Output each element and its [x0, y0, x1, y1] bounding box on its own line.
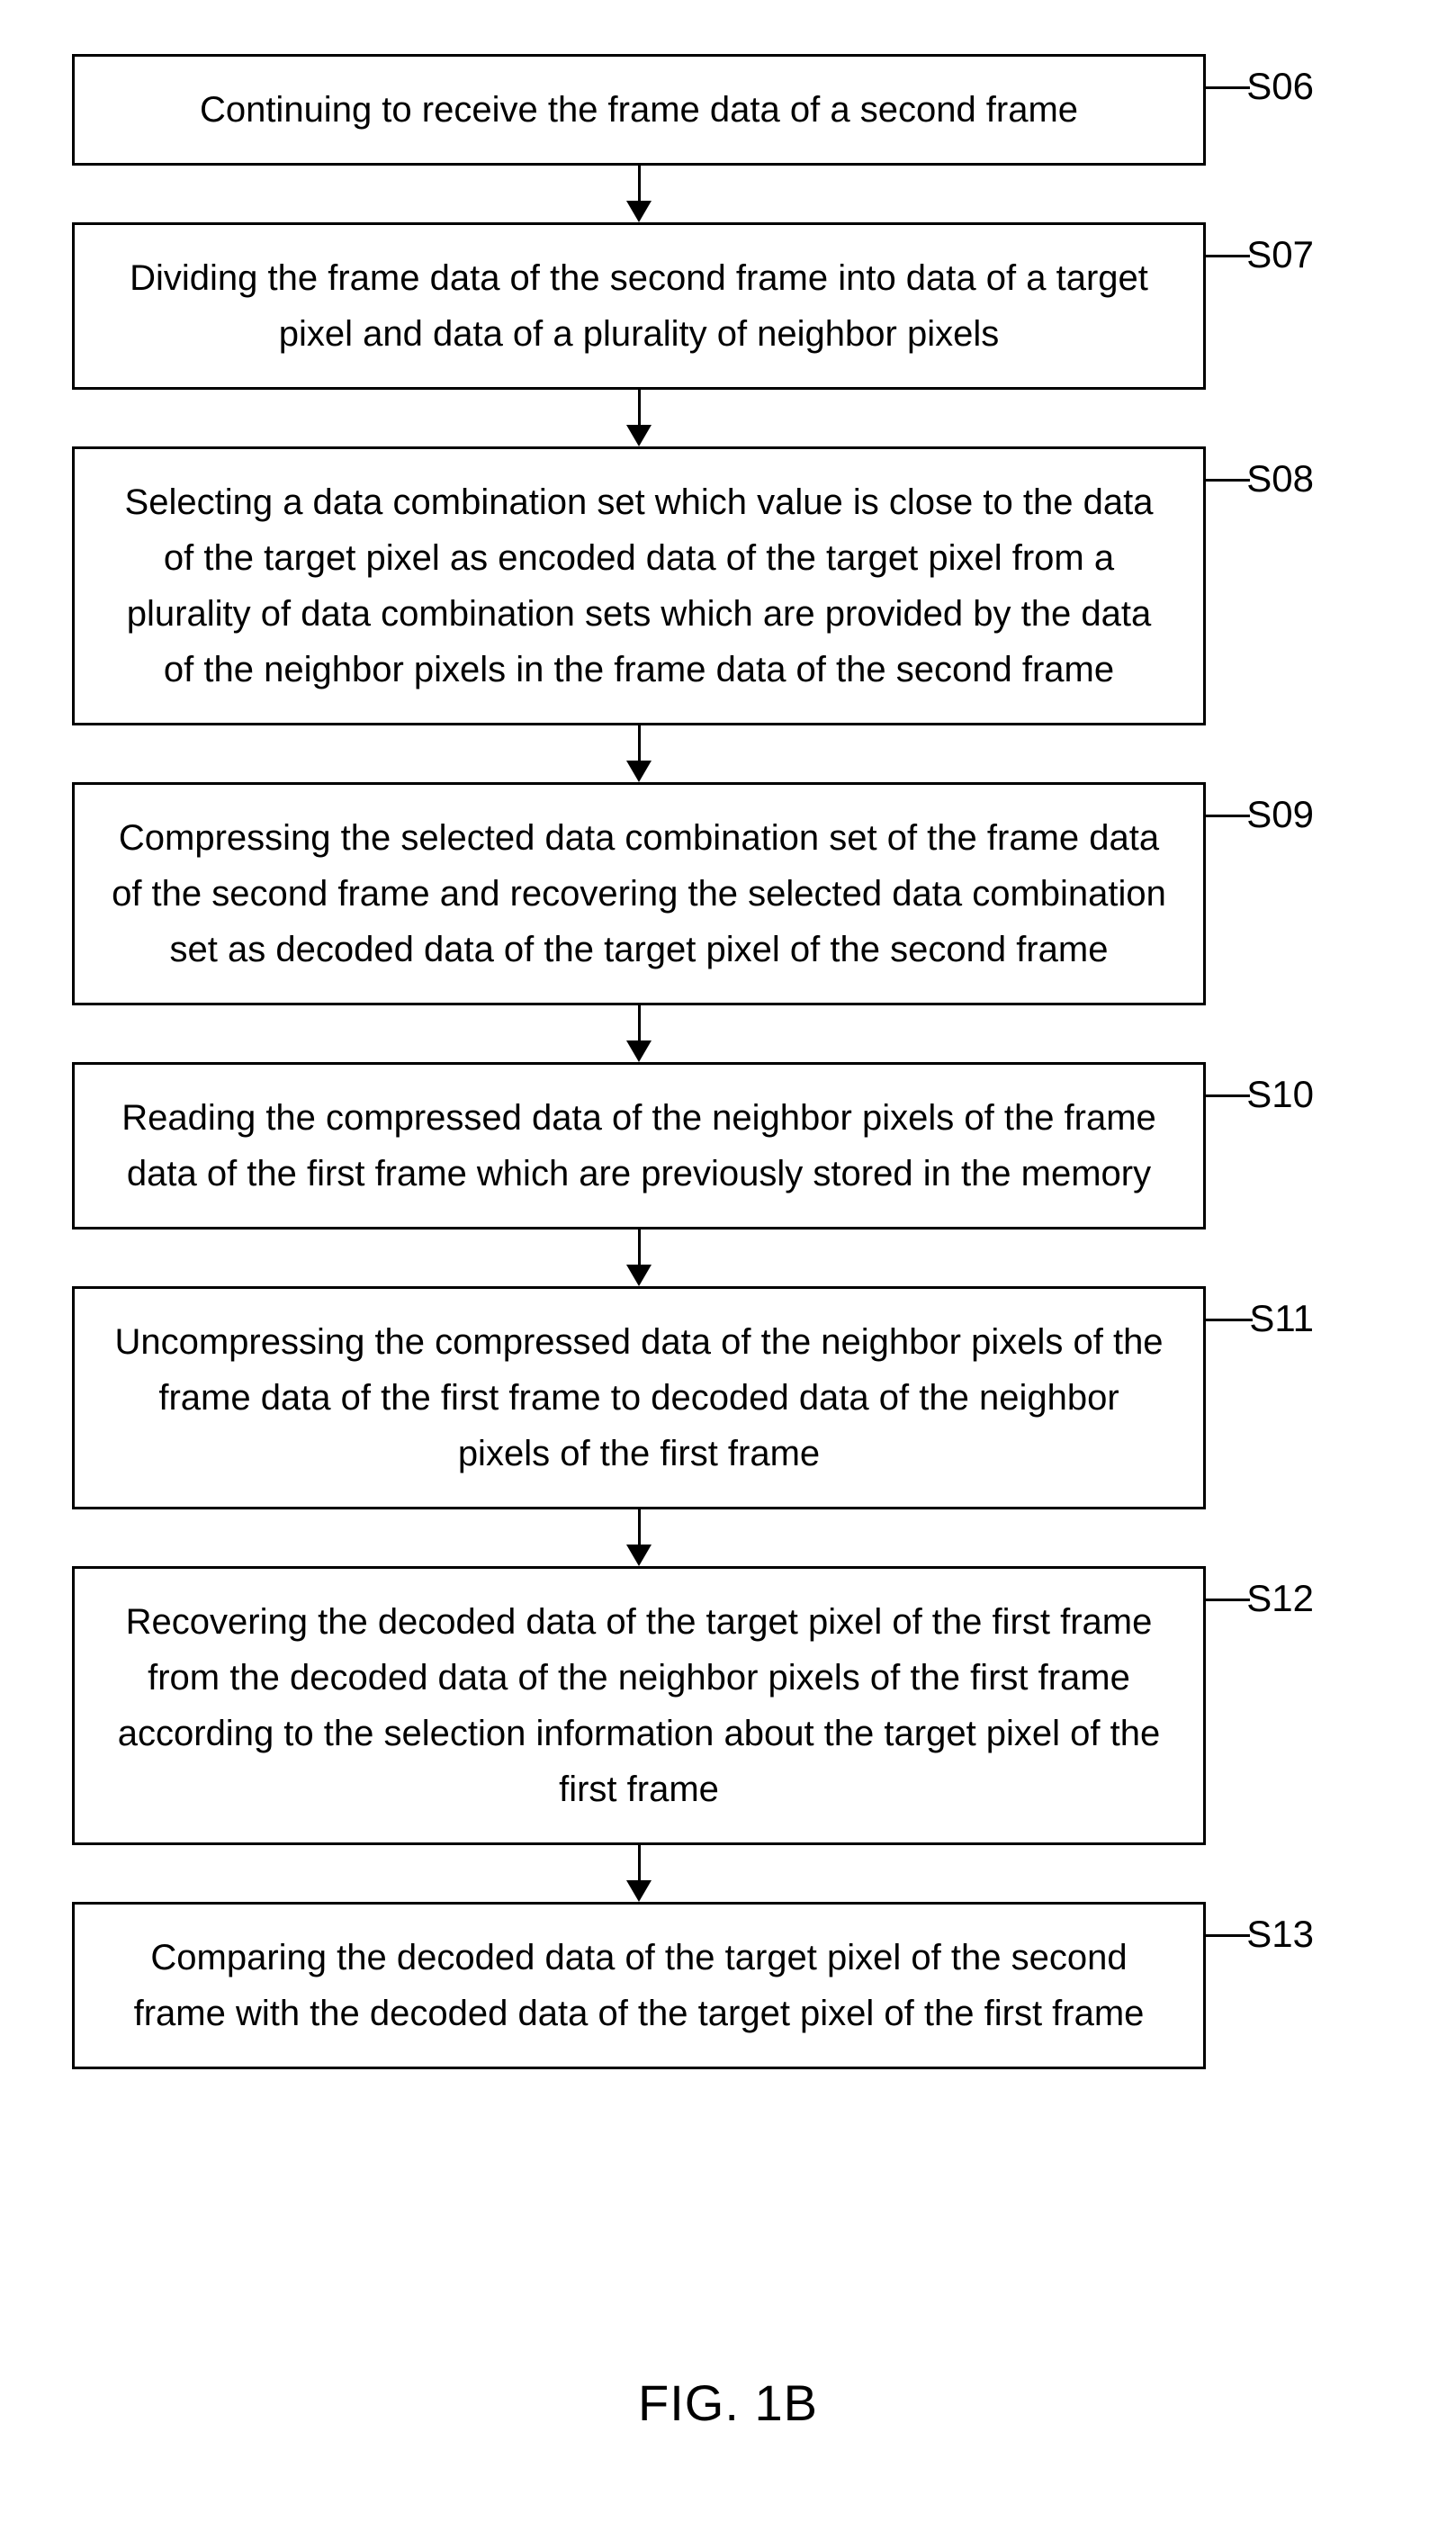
figure-caption: FIG. 1B: [0, 2373, 1456, 2432]
flow-step-label: S12: [1246, 1577, 1314, 1620]
flow-step-box: Recovering the decoded data of the targe…: [72, 1566, 1206, 1845]
flow-arrow-row: [72, 390, 1314, 446]
flow-step: Uncompressing the compressed data of the…: [72, 1286, 1314, 1509]
flow-arrow-row: [72, 1845, 1314, 1902]
label-leader-line: [1206, 479, 1250, 482]
flow-step-box: Reading the compressed data of the neigh…: [72, 1062, 1206, 1229]
flow-arrow: [72, 1229, 1206, 1286]
label-leader-line: [1206, 1319, 1253, 1321]
arrow-shaft: [638, 1229, 641, 1266]
arrow-shaft: [638, 390, 641, 426]
flow-step-box: Comparing the decoded data of the target…: [72, 1902, 1206, 2069]
flow-step: Reading the compressed data of the neigh…: [72, 1062, 1314, 1229]
arrow-shaft: [638, 1845, 641, 1881]
flow-step-label: S07: [1246, 233, 1314, 276]
flow-step-label-col: S12: [1206, 1566, 1314, 1620]
flow-arrow: [72, 1509, 1206, 1566]
flow-step-label: S06: [1246, 65, 1314, 108]
flow-step: Comparing the decoded data of the target…: [72, 1902, 1314, 2069]
flow-step: Dividing the frame data of the second fr…: [72, 222, 1314, 390]
arrow-shaft: [638, 1509, 641, 1545]
flow-step-label-col: S10: [1206, 1062, 1314, 1116]
arrow-head-icon: [626, 201, 652, 222]
flow-step-label-col: S11: [1206, 1286, 1314, 1340]
flow-step: Selecting a data combination set which v…: [72, 446, 1314, 725]
flow-step-label: S09: [1246, 793, 1314, 836]
flow-step: Continuing to receive the frame data of …: [72, 54, 1314, 166]
flow-arrow-row: [72, 1005, 1314, 1062]
arrow-head-icon: [626, 1265, 652, 1286]
flow-step: Compressing the selected data combinatio…: [72, 782, 1314, 1005]
flow-arrow: [72, 725, 1206, 782]
label-leader-line: [1206, 255, 1250, 257]
flow-arrow: [72, 390, 1206, 446]
label-leader-line: [1206, 1934, 1250, 1937]
page: Continuing to receive the frame data of …: [0, 0, 1456, 2531]
flow-step-box: Continuing to receive the frame data of …: [72, 54, 1206, 166]
arrow-head-icon: [626, 1545, 652, 1566]
flow-step-box: Selecting a data combination set which v…: [72, 446, 1206, 725]
label-leader-line: [1206, 1599, 1250, 1601]
flow-step-box: Dividing the frame data of the second fr…: [72, 222, 1206, 390]
flow-step-label: S08: [1246, 457, 1314, 500]
flow-step-label: S13: [1246, 1913, 1314, 1956]
flow-step-label: S10: [1246, 1073, 1314, 1116]
flow-step-label-col: S09: [1206, 782, 1314, 836]
flow-arrow: [72, 1845, 1206, 1902]
flow-arrow: [72, 166, 1206, 222]
label-leader-line: [1206, 86, 1250, 89]
arrow-shaft: [638, 725, 641, 761]
arrow-head-icon: [626, 1040, 652, 1062]
arrow-shaft: [638, 1005, 641, 1041]
flowchart: Continuing to receive the frame data of …: [72, 54, 1314, 2069]
arrow-shaft: [638, 166, 641, 202]
flow-step-box: Uncompressing the compressed data of the…: [72, 1286, 1206, 1509]
flow-step-label: S11: [1249, 1297, 1314, 1340]
flow-step-box: Compressing the selected data combinatio…: [72, 782, 1206, 1005]
arrow-head-icon: [626, 1880, 652, 1902]
flow-step: Recovering the decoded data of the targe…: [72, 1566, 1314, 1845]
flow-step-label-col: S06: [1206, 54, 1314, 108]
flow-step-label-col: S08: [1206, 446, 1314, 500]
flow-arrow-row: [72, 1229, 1314, 1286]
label-leader-line: [1206, 1094, 1250, 1097]
arrow-head-icon: [626, 761, 652, 782]
flow-arrow-row: [72, 166, 1314, 222]
label-leader-line: [1206, 815, 1250, 817]
flow-arrow-row: [72, 1509, 1314, 1566]
flow-arrow-row: [72, 725, 1314, 782]
flow-arrow: [72, 1005, 1206, 1062]
arrow-head-icon: [626, 425, 652, 446]
flow-step-label-col: S07: [1206, 222, 1314, 276]
flow-step-label-col: S13: [1206, 1902, 1314, 1956]
